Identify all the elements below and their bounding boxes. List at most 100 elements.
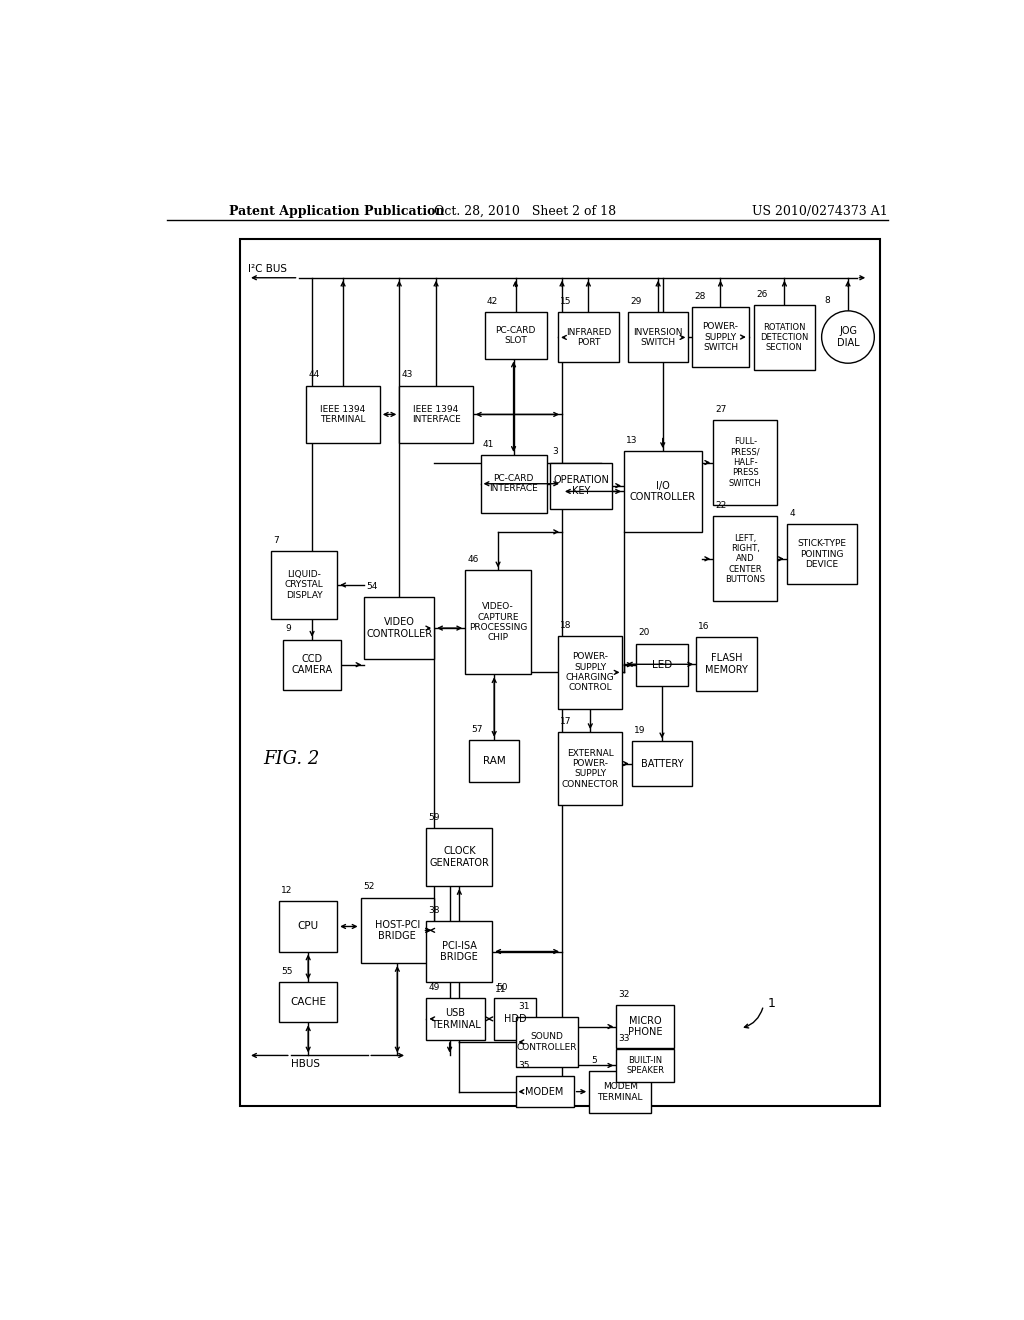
Bar [306, 385, 380, 444]
Bar [469, 739, 519, 781]
Bar [241, 239, 880, 1105]
Text: USB
TERMINAL: USB TERMINAL [430, 1008, 480, 1030]
Text: 11: 11 [495, 985, 506, 994]
Text: 50: 50 [496, 982, 508, 991]
Text: MODEM
TERMINAL: MODEM TERMINAL [597, 1082, 643, 1102]
Text: 3: 3 [553, 447, 558, 457]
Text: I/O
CONTROLLER: I/O CONTROLLER [630, 480, 696, 502]
Bar [426, 829, 493, 886]
Text: RAM: RAM [482, 756, 506, 766]
Text: Oct. 28, 2010   Sheet 2 of 18: Oct. 28, 2010 Sheet 2 of 18 [434, 205, 615, 218]
Text: POWER-
SUPPLY
SWITCH: POWER- SUPPLY SWITCH [702, 322, 738, 352]
Text: CACHE: CACHE [290, 998, 327, 1007]
Bar [589, 1071, 651, 1113]
Text: MICRO
PHONE: MICRO PHONE [628, 1016, 663, 1038]
Text: 57: 57 [471, 725, 483, 734]
Text: POWER-
SUPPLY
CHARGING
CONTROL: POWER- SUPPLY CHARGING CONTROL [566, 652, 614, 693]
Text: 19: 19 [634, 726, 645, 735]
Bar [632, 742, 692, 785]
Bar [696, 638, 757, 692]
Bar [550, 462, 612, 508]
Text: PC-CARD
INTERFACE: PC-CARD INTERFACE [489, 474, 538, 494]
Bar [624, 451, 701, 532]
Text: 7: 7 [273, 536, 280, 545]
Text: IEEE 1394
TERMINAL: IEEE 1394 TERMINAL [321, 405, 366, 424]
Text: STICK-TYPE
POINTING
DEVICE: STICK-TYPE POINTING DEVICE [797, 540, 846, 569]
Text: PCI-ISA
BRIDGE: PCI-ISA BRIDGE [440, 941, 478, 962]
Bar [713, 516, 777, 601]
Bar [365, 597, 434, 659]
Text: 32: 32 [618, 990, 630, 999]
Text: 41: 41 [483, 440, 495, 449]
Text: INVERSION
SWITCH: INVERSION SWITCH [634, 327, 683, 347]
Text: 46: 46 [467, 556, 479, 564]
Text: EXTERNAL
POWER-
SUPPLY
CONNECTOR: EXTERNAL POWER- SUPPLY CONNECTOR [561, 748, 618, 789]
Text: HOST-PCI
BRIDGE: HOST-PCI BRIDGE [375, 920, 420, 941]
Bar [283, 640, 341, 689]
Text: 22: 22 [716, 502, 727, 511]
Bar [755, 305, 815, 370]
Bar [558, 636, 623, 709]
Text: 43: 43 [401, 371, 413, 379]
Text: 16: 16 [698, 622, 710, 631]
Text: CCD
CAMERA: CCD CAMERA [292, 653, 333, 676]
Text: SOUND
CONTROLLER: SOUND CONTROLLER [516, 1032, 577, 1052]
Bar [426, 998, 484, 1040]
Text: 33: 33 [618, 1034, 630, 1043]
Bar [480, 455, 547, 512]
Text: 31: 31 [518, 1002, 529, 1011]
Bar [271, 552, 337, 619]
Text: CLOCK
GENERATOR: CLOCK GENERATOR [429, 846, 489, 869]
Text: BUILT-IN
SPEAKER: BUILT-IN SPEAKER [627, 1056, 665, 1076]
Text: Patent Application Publication: Patent Application Publication [228, 205, 444, 218]
Bar [558, 313, 618, 363]
Text: 18: 18 [560, 620, 572, 630]
Text: INFRARED
PORT: INFRARED PORT [565, 327, 611, 347]
Text: 1: 1 [767, 998, 775, 1010]
Ellipse shape [821, 312, 874, 363]
Bar [426, 921, 493, 982]
Bar [465, 570, 531, 675]
Text: OPERATION
KEY: OPERATION KEY [553, 475, 609, 496]
Text: 55: 55 [282, 968, 293, 977]
Bar [616, 1006, 675, 1048]
Text: 8: 8 [824, 296, 829, 305]
Text: 40: 40 [454, 946, 465, 956]
Text: US 2010/0274373 A1: US 2010/0274373 A1 [752, 205, 888, 218]
Text: BATTERY: BATTERY [641, 759, 683, 768]
Text: 38: 38 [429, 906, 440, 915]
Text: 17: 17 [560, 717, 572, 726]
Bar [484, 313, 547, 359]
Text: I²C BUS: I²C BUS [248, 264, 287, 275]
Text: 42: 42 [486, 297, 498, 306]
Text: 59: 59 [429, 813, 440, 822]
Bar [616, 1049, 675, 1081]
Text: IEEE 1394
INTERFACE: IEEE 1394 INTERFACE [412, 405, 461, 424]
Text: 4: 4 [790, 510, 795, 517]
Bar [399, 385, 473, 444]
Bar [713, 420, 777, 506]
Text: 12: 12 [282, 886, 293, 895]
Text: ROTATION
DETECTION
SECTION: ROTATION DETECTION SECTION [760, 322, 809, 352]
Bar [494, 998, 537, 1040]
Text: HDD: HDD [504, 1014, 526, 1024]
Text: 20: 20 [638, 628, 649, 638]
Text: LIQUID-
CRYSTAL
DISPLAY: LIQUID- CRYSTAL DISPLAY [285, 570, 324, 599]
Text: LED: LED [652, 660, 672, 669]
Text: 26: 26 [757, 289, 768, 298]
Text: FIG. 2: FIG. 2 [263, 750, 319, 768]
Text: 29: 29 [630, 297, 642, 306]
Text: VIDEO
CONTROLLER: VIDEO CONTROLLER [367, 618, 432, 639]
Text: 5: 5 [592, 1056, 597, 1065]
Text: FLASH
MEMORY: FLASH MEMORY [705, 653, 748, 675]
Text: JOG
DIAL: JOG DIAL [837, 326, 859, 348]
Text: FULL-
PRESS/
HALF-
PRESS
SWITCH: FULL- PRESS/ HALF- PRESS SWITCH [729, 437, 762, 488]
Bar [515, 1076, 573, 1107]
Text: LEFT,
RIGHT,
AND
CENTER
BUTTONS: LEFT, RIGHT, AND CENTER BUTTONS [725, 533, 765, 583]
Text: CPU: CPU [298, 921, 318, 932]
Text: MODEM: MODEM [525, 1086, 564, 1097]
Text: 15: 15 [560, 297, 572, 306]
Text: 9: 9 [286, 624, 291, 634]
Text: 13: 13 [627, 436, 638, 445]
Text: 44: 44 [308, 371, 319, 379]
